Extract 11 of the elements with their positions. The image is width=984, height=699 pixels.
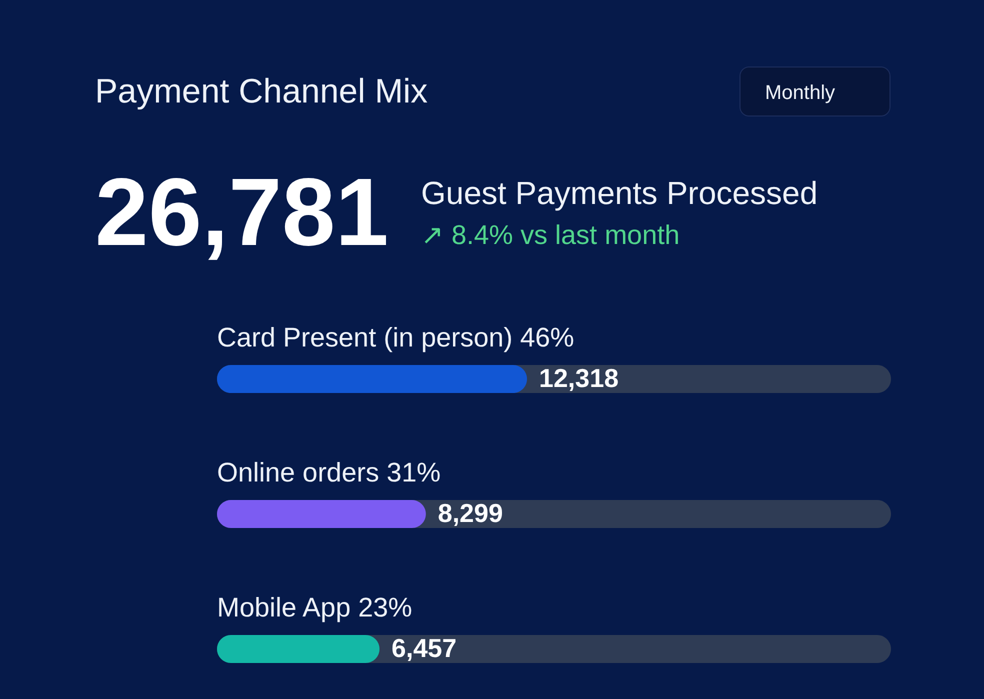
y-tick-label: Card Present (in person) 46% (217, 322, 574, 352)
y-tick-label: Mobile App 23% (217, 592, 412, 622)
text: ↗ 8.4% vs last month (421, 220, 680, 250)
data-label: 6,457 (392, 633, 457, 663)
text: Guest Payments Processed (421, 175, 818, 211)
data-label: 8,299 (438, 498, 503, 528)
data-label: 12,318 (539, 363, 619, 393)
y-tick-label: Online orders 31% (217, 458, 441, 488)
chart-title: Payment Channel Mix (95, 72, 428, 110)
text: 26,781 (95, 159, 389, 266)
text: Monthly (765, 82, 836, 104)
